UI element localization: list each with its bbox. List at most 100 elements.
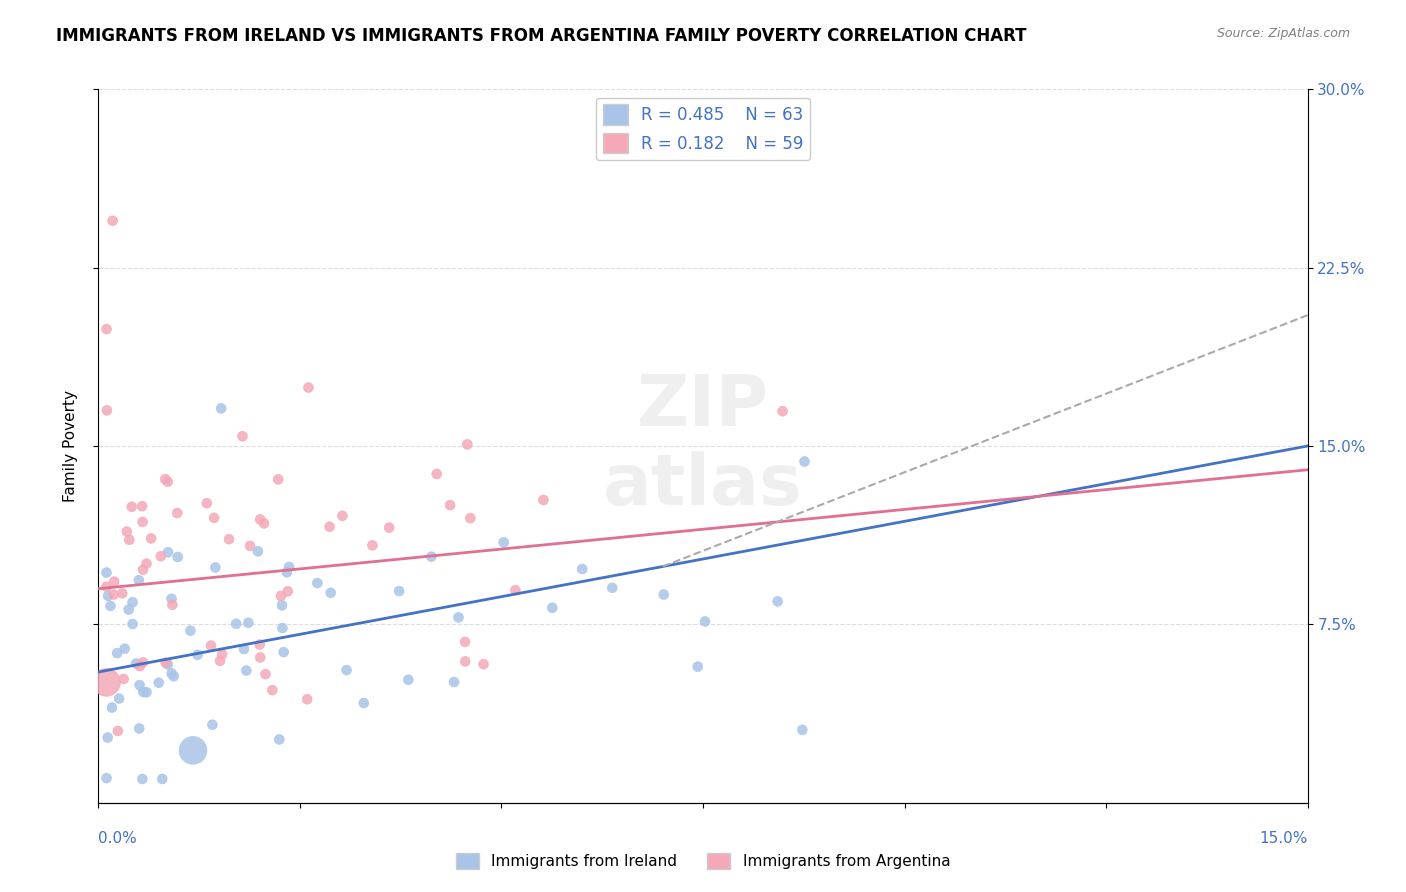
Point	[249, 638, 271, 652]
Point	[108, 691, 131, 706]
Point	[160, 591, 183, 606]
Point	[135, 685, 157, 699]
Point	[426, 467, 449, 481]
Point	[121, 617, 143, 632]
Point	[766, 594, 789, 608]
Point	[211, 647, 233, 661]
Point	[111, 586, 134, 600]
Point	[105, 646, 128, 660]
Point	[209, 401, 232, 416]
Point	[271, 621, 294, 635]
Point	[239, 539, 262, 553]
Point	[121, 595, 143, 609]
Text: Source: ZipAtlas.com: Source: ZipAtlas.com	[1216, 27, 1350, 40]
Point	[772, 404, 794, 418]
Point	[319, 586, 342, 600]
Point	[187, 648, 209, 662]
Point	[149, 549, 172, 564]
Point	[571, 562, 593, 576]
Point	[118, 533, 141, 547]
Point	[420, 549, 443, 564]
Point	[378, 521, 401, 535]
Point	[121, 500, 143, 514]
Text: IMMIGRANTS FROM IRELAND VS IMMIGRANTS FROM ARGENTINA FAMILY POVERTY CORRELATION : IMMIGRANTS FROM IRELAND VS IMMIGRANTS FR…	[56, 27, 1026, 45]
Point	[135, 557, 157, 571]
Point	[156, 475, 179, 489]
Point	[96, 322, 118, 336]
Point	[128, 678, 150, 692]
Point	[318, 519, 340, 533]
Point	[153, 472, 176, 486]
Point	[160, 666, 183, 681]
Point	[131, 499, 153, 513]
Point	[295, 692, 318, 706]
Point	[148, 675, 170, 690]
Point	[97, 589, 120, 603]
Point	[388, 584, 411, 599]
Point	[232, 642, 254, 657]
Point	[361, 538, 384, 552]
Point	[246, 544, 269, 558]
Point	[163, 669, 186, 683]
Point	[118, 602, 141, 616]
Point	[792, 723, 814, 737]
Point	[454, 654, 477, 668]
Point	[96, 403, 118, 417]
Point	[115, 524, 138, 539]
Text: 0.0%: 0.0%	[98, 831, 138, 847]
Point	[693, 615, 716, 629]
Point	[447, 610, 470, 624]
Point	[96, 675, 118, 690]
Point	[541, 600, 564, 615]
Point	[96, 580, 118, 594]
Point	[101, 213, 124, 227]
Point	[128, 659, 150, 673]
Point	[201, 717, 224, 731]
Point	[125, 657, 148, 671]
Point	[166, 549, 188, 564]
Point	[460, 511, 482, 525]
Point	[204, 560, 226, 574]
Point	[96, 566, 118, 580]
Point	[200, 639, 222, 653]
Point	[181, 743, 204, 757]
Point	[652, 588, 675, 602]
Text: ZIP
atlas: ZIP atlas	[603, 372, 803, 520]
Point	[253, 516, 276, 531]
Point	[793, 454, 815, 468]
Point	[439, 498, 461, 512]
Point	[249, 512, 271, 526]
Point	[101, 700, 124, 714]
Point	[273, 645, 295, 659]
Point	[157, 545, 180, 559]
Text: 15.0%: 15.0%	[1260, 831, 1308, 847]
Point	[505, 583, 527, 598]
Point	[396, 673, 419, 687]
Point	[195, 496, 218, 510]
Point	[132, 685, 155, 699]
Point	[107, 723, 129, 738]
Point	[277, 584, 299, 599]
Point	[218, 532, 240, 546]
Point	[150, 772, 173, 786]
Point	[100, 599, 122, 613]
Point	[155, 656, 177, 670]
Point	[307, 576, 329, 591]
Point	[225, 616, 247, 631]
Point	[269, 732, 291, 747]
Point	[262, 683, 284, 698]
Point	[131, 772, 153, 786]
Point	[278, 560, 301, 574]
Point	[166, 506, 188, 520]
Point	[270, 589, 292, 603]
Y-axis label: Family Poverty: Family Poverty	[63, 390, 77, 502]
Point	[249, 650, 271, 665]
Point	[600, 581, 623, 595]
Legend: Immigrants from Ireland, Immigrants from Argentina: Immigrants from Ireland, Immigrants from…	[450, 847, 956, 875]
Point	[128, 722, 150, 736]
Point	[254, 667, 277, 681]
Point	[202, 511, 225, 525]
Point	[238, 615, 260, 630]
Point	[353, 696, 375, 710]
Point	[179, 624, 201, 638]
